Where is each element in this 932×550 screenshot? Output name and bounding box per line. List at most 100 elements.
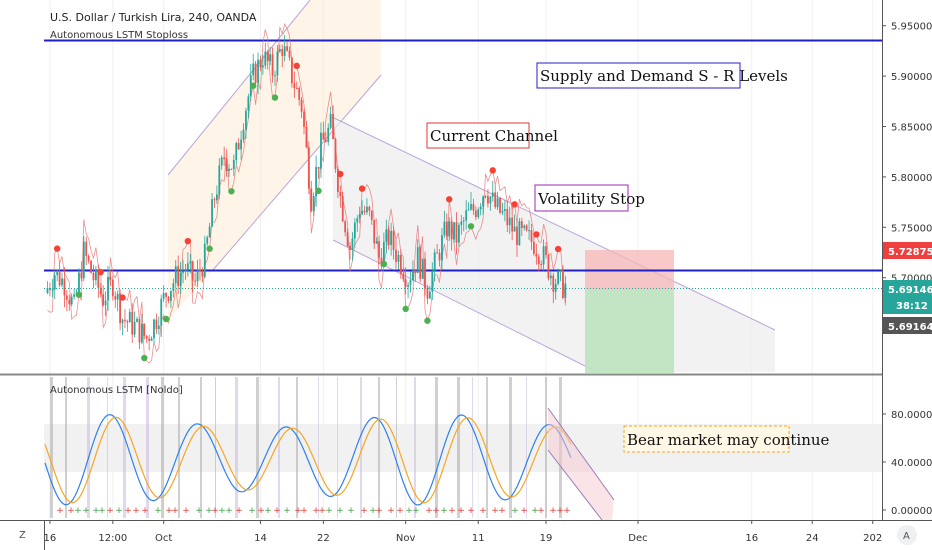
candle — [124, 319, 126, 321]
candle — [46, 288, 49, 293]
candle — [305, 127, 308, 148]
candle — [341, 196, 344, 222]
candle — [276, 51, 279, 76]
candle — [186, 263, 189, 271]
candle — [109, 277, 112, 280]
candle — [300, 99, 303, 112]
stoploss-dot — [424, 317, 431, 324]
price-tag-teal-text: 5.69146 — [888, 285, 932, 296]
candle — [114, 296, 117, 300]
oscillator-channel-top — [547, 407, 615, 501]
candle — [201, 271, 204, 277]
candle — [496, 198, 499, 208]
candle — [370, 210, 373, 221]
time-axis[interactable] — [0, 520, 932, 550]
stoploss-dot — [119, 294, 126, 301]
oscillator-signal-mark: + — [154, 506, 162, 516]
oscillator-signal-band — [235, 377, 238, 518]
candle — [547, 255, 550, 279]
candle — [278, 49, 281, 52]
oscillator-signal-mark: + — [375, 506, 383, 516]
candle — [552, 275, 555, 292]
oscillator-signal-mark: + — [106, 506, 114, 516]
stoploss-dot — [380, 260, 388, 268]
candle — [324, 139, 327, 142]
candle — [520, 221, 523, 229]
candle — [160, 298, 163, 326]
candle — [191, 261, 194, 281]
candle — [283, 46, 286, 56]
oscillator-signal-mark: + — [318, 506, 326, 516]
candle — [242, 129, 245, 140]
candle — [228, 168, 230, 171]
ascending-channel-bottom — [212, 74, 382, 271]
oscillator-signal-mark: + — [549, 506, 557, 516]
candle — [65, 295, 68, 300]
candle — [448, 221, 451, 237]
oscillator-signal-band — [87, 377, 90, 518]
bar-timer-text: 38:12 — [896, 301, 928, 312]
oscillator-signal-band — [123, 377, 126, 518]
candle — [230, 168, 233, 170]
stoploss-dot — [358, 185, 366, 192]
candle — [53, 275, 56, 290]
candle — [368, 206, 371, 211]
ascending-channel — [168, 0, 381, 320]
sr-levels-box — [536, 62, 741, 89]
candle — [182, 271, 184, 273]
stoploss-dot — [97, 268, 104, 276]
candle — [90, 260, 92, 273]
oscillator-signal-mark: + — [498, 506, 506, 516]
candle — [49, 288, 51, 290]
oscillator-orange-line — [44, 416, 572, 504]
oscillator-signal-band — [50, 377, 53, 518]
candle — [542, 246, 545, 265]
volatility-stop-box — [534, 184, 629, 212]
candle — [196, 269, 199, 282]
oscillator-signal-mark: + — [205, 506, 213, 516]
candle — [412, 270, 414, 281]
oscillator-signal-band — [457, 377, 460, 518]
oscillator-signal-mark: + — [440, 506, 448, 516]
candle — [428, 291, 431, 299]
bear-market-box — [623, 425, 790, 453]
price-axis[interactable] — [882, 0, 932, 520]
price-tick-label: 5.85000 — [891, 123, 932, 134]
candle — [334, 139, 337, 169]
oscillator-signal-mark: + — [448, 506, 456, 516]
candle — [172, 283, 175, 291]
candle — [223, 157, 226, 160]
candle — [150, 338, 153, 341]
position-target-zone — [585, 290, 674, 373]
oscillator-signal-mark: + — [195, 506, 203, 516]
oscillator-signal-mark: + — [124, 506, 132, 516]
oscillator-signal-mark: + — [405, 506, 413, 516]
candle — [266, 51, 269, 62]
candle — [157, 325, 160, 330]
stoploss-indicator-label[interactable]: Autonomous LSTM Stoploss — [50, 30, 188, 41]
candle — [111, 279, 114, 297]
candle — [165, 293, 167, 297]
candle — [407, 284, 409, 287]
candle — [92, 272, 95, 281]
oscillator-signal-mark: + — [92, 506, 100, 516]
candle — [482, 196, 484, 207]
candle — [298, 88, 301, 100]
candle — [218, 165, 221, 195]
oscillator-signal-band — [378, 377, 380, 518]
candle — [225, 159, 228, 171]
candle — [329, 113, 332, 128]
candle — [131, 311, 134, 335]
oscillator-label[interactable]: Autonomous LSTM [Noldo] — [50, 385, 183, 396]
candle — [237, 142, 240, 150]
ascending-channel-top — [167, 0, 311, 176]
candle — [261, 65, 264, 68]
candle — [460, 221, 463, 226]
auto-scale-button[interactable] — [897, 525, 917, 545]
zoom-button[interactable]: Z — [19, 530, 26, 541]
descending-channel-bottom — [332, 239, 598, 373]
time-tick-label: 14 — [254, 533, 267, 544]
candle — [455, 222, 458, 243]
candle — [426, 287, 429, 299]
